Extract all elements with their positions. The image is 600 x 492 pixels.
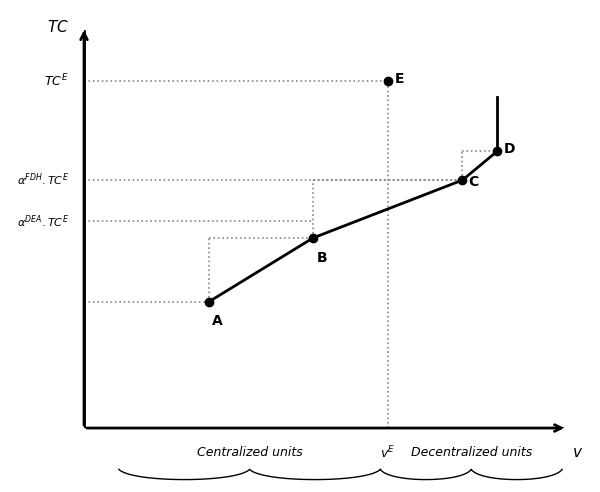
Text: $\mathit{\mathbf{C}}$: $\mathit{\mathbf{C}}$ (469, 175, 480, 189)
Text: $\mathit{\mathbf{D}}$: $\mathit{\mathbf{D}}$ (503, 142, 516, 156)
Text: $TC$: $TC$ (47, 19, 69, 35)
Text: $\alpha^{FDH}.TC^E$: $\alpha^{FDH}.TC^E$ (17, 172, 69, 188)
Text: Decentralized units: Decentralized units (410, 446, 532, 459)
Text: $\mathit{\mathbf{B}}$: $\mathit{\mathbf{B}}$ (316, 251, 327, 265)
Text: $v$: $v$ (572, 445, 583, 460)
Text: $v^E$: $v^E$ (380, 445, 395, 461)
Text: $TC^E$: $TC^E$ (44, 73, 69, 89)
Text: Centralized units: Centralized units (197, 446, 302, 459)
Text: $\mathit{\mathbf{E}}$: $\mathit{\mathbf{E}}$ (394, 72, 404, 86)
Text: $\alpha^{DEA}.TC^E$: $\alpha^{DEA}.TC^E$ (17, 213, 69, 230)
Text: $\mathit{\mathbf{A}}$: $\mathit{\mathbf{A}}$ (211, 313, 224, 328)
